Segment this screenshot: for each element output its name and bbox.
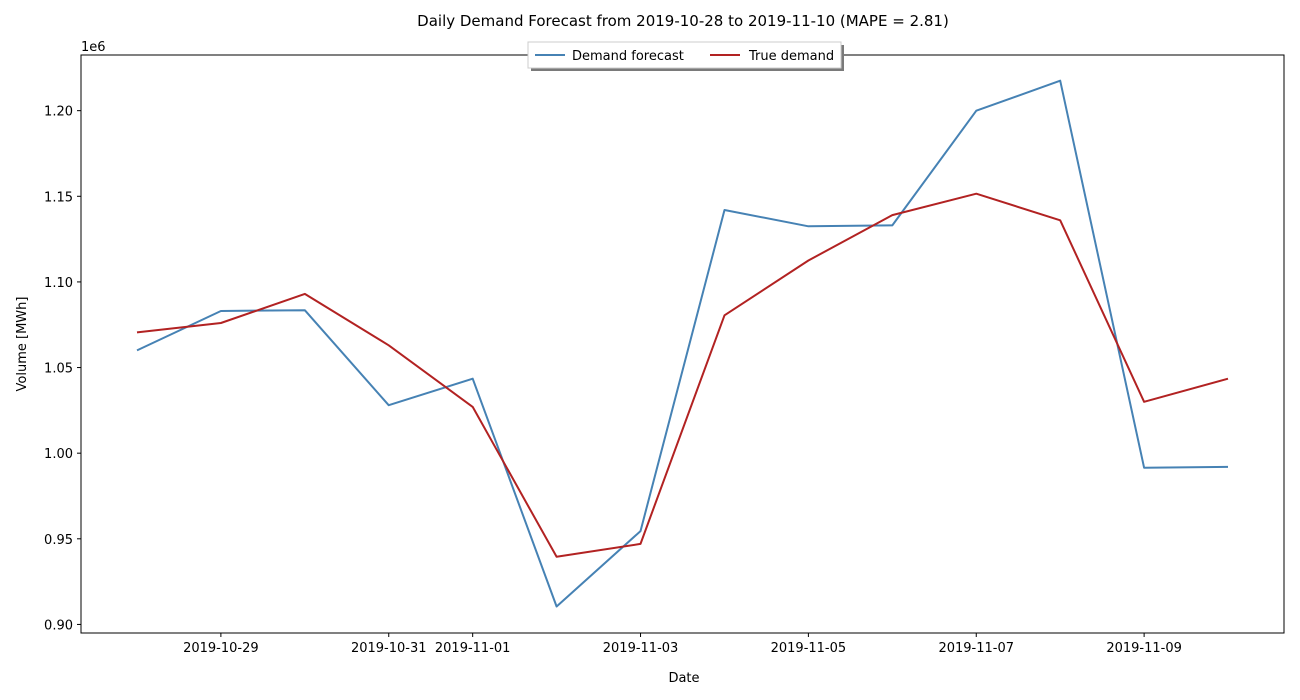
- y-tick-label: 1.00: [44, 447, 73, 462]
- y-tick-label: 1.15: [44, 190, 73, 205]
- x-tick-label: 2019-11-09: [1106, 641, 1182, 656]
- legend-box: [527, 41, 842, 69]
- y-offset-label: 1e6: [81, 40, 106, 55]
- x-tick-label: 2019-11-03: [603, 641, 679, 656]
- chart-title: Daily Demand Forecast from 2019-10-28 to…: [417, 12, 949, 30]
- x-tick-label: 2019-11-01: [435, 641, 511, 656]
- y-axis: 0.90 0.95 1.00 1.05 1.10 1.15 1.20: [44, 105, 81, 633]
- x-axis-label: Date: [668, 671, 699, 686]
- y-tick-label: 0.95: [44, 533, 73, 548]
- x-tick-label: 2019-11-07: [938, 641, 1014, 656]
- x-tick-label: 2019-10-29: [183, 641, 259, 656]
- series-line-true-demand: [136, 192, 1229, 558]
- legend: Demand forecast True demand: [527, 41, 844, 71]
- x-tick-label: 2019-10-31: [351, 641, 427, 656]
- y-tick-label: 1.05: [44, 362, 73, 377]
- legend-label-true-demand: True demand: [748, 49, 834, 64]
- y-tick-label: 0.90: [44, 618, 73, 633]
- series-line-demand-forecast: [136, 79, 1229, 608]
- y-axis-label: Volume [MWh]: [15, 297, 30, 392]
- x-axis: 2019-10-29 2019-10-31 2019-11-01 2019-11-03…: [183, 633, 1182, 656]
- legend-label-demand-forecast: Demand forecast: [572, 49, 684, 64]
- series-lines: [136, 79, 1229, 608]
- plot-area-frame: [80, 54, 1285, 634]
- x-tick-label: 2019-11-05: [771, 641, 847, 656]
- y-tick-label: 1.10: [44, 276, 73, 291]
- y-tick-label: 1.20: [44, 105, 73, 120]
